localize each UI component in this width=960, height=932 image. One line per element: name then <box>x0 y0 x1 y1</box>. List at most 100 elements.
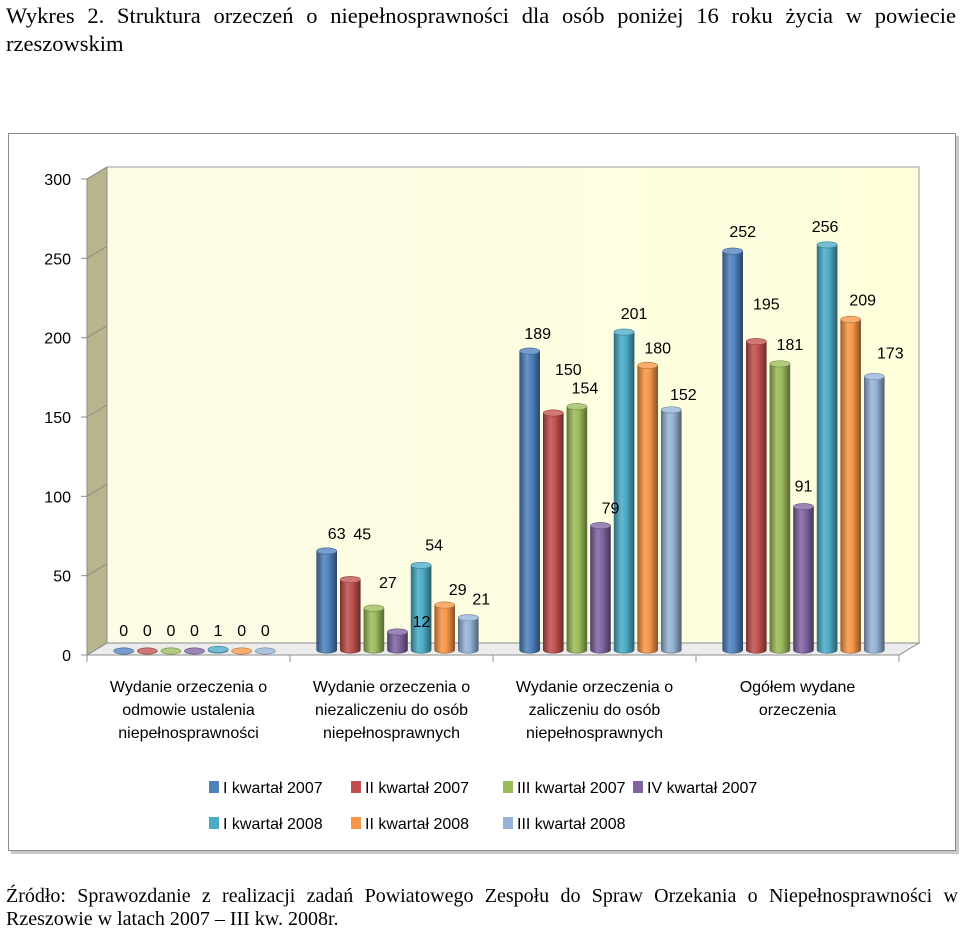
legend-swatch <box>503 817 513 829</box>
bar <box>519 347 541 654</box>
data-label: 12 <box>413 614 431 631</box>
bar <box>722 247 744 654</box>
bar <box>769 360 791 654</box>
bar-body <box>769 363 791 654</box>
bar <box>793 503 814 654</box>
x-category-label-line: niepełnosprawności <box>118 725 259 742</box>
bar <box>316 547 338 654</box>
bar-body <box>816 244 838 654</box>
legend-item: III kwartał 2008 <box>503 816 626 833</box>
bar <box>457 614 479 654</box>
bar-body <box>613 331 635 654</box>
bar <box>840 315 862 654</box>
bar-body <box>661 409 682 654</box>
bar-body <box>543 412 564 654</box>
x-category-label-line: odmowie ustalenia <box>122 702 255 719</box>
bar-top <box>519 347 541 355</box>
x-category-label-line: zaliczeniu do osób <box>529 702 661 719</box>
bar-top <box>316 547 338 555</box>
bar <box>113 647 134 655</box>
legend-item: III kwartał 2007 <box>503 780 626 797</box>
bar-body <box>840 319 861 654</box>
bar <box>637 361 659 654</box>
bar <box>590 522 611 654</box>
bar <box>339 576 361 654</box>
legend-item: I kwartał 2008 <box>209 816 323 833</box>
y-tick-depth <box>86 404 108 418</box>
data-label: 0 <box>119 623 128 640</box>
x-category-label-line: Ogółem wydane <box>740 679 856 696</box>
bar <box>363 604 385 654</box>
y-tick-depth <box>86 166 108 180</box>
data-label: 152 <box>670 387 697 404</box>
bar-body <box>519 350 540 654</box>
data-label: 181 <box>777 337 804 354</box>
legend-swatch <box>351 817 361 829</box>
source-note: Źródło: Sprawozdanie z realizacji zadań … <box>6 885 958 930</box>
bar-body <box>793 506 814 654</box>
y-tick-depth <box>86 563 108 577</box>
bar <box>160 647 182 655</box>
bar-top <box>793 503 814 511</box>
x-category-label: Wydanie orzeczenia o odmowie ustalenia nie… <box>110 679 267 742</box>
bar <box>816 241 838 654</box>
bar-body <box>363 607 385 654</box>
legend-label: III kwartał 2007 <box>517 780 626 797</box>
y-tick-label: 50 <box>53 569 71 586</box>
bar-body <box>722 250 743 654</box>
y-tick-depth <box>86 325 108 339</box>
legend-swatch <box>209 781 219 793</box>
legend-label: II kwartał 2007 <box>365 780 469 797</box>
legend-label: IV kwartał 2007 <box>647 780 757 797</box>
x-category-label: Ogółem wydane orzeczenia <box>740 679 856 719</box>
bar-top <box>363 604 385 612</box>
legend-swatch <box>503 781 513 793</box>
bar <box>566 403 588 654</box>
legend-item: IV kwartał 2007 <box>633 780 757 797</box>
y-tick-label: 250 <box>44 251 71 268</box>
legend-item: II kwartał 2008 <box>351 816 469 833</box>
bar-top <box>840 315 862 323</box>
y-tick-depth <box>86 642 108 656</box>
x-category-label-line: orzeczenia <box>759 702 836 719</box>
legend-label: III kwartał 2008 <box>517 816 626 833</box>
data-label: 0 <box>237 623 246 640</box>
bar-top <box>637 361 659 369</box>
data-label: 79 <box>602 501 620 518</box>
bar-top <box>745 338 767 346</box>
bar <box>410 561 432 654</box>
data-label: 195 <box>753 297 780 314</box>
x-category-label-line: Wydanie orzeczenia o <box>110 679 267 696</box>
bar-top <box>566 403 588 411</box>
chart-area: 0 50 100 150 200 250 300 Wydanie orzeczenia o od… <box>8 133 956 851</box>
data-label: 63 <box>328 526 346 543</box>
x-category-label-line: Wydanie orzeczenia o <box>516 679 673 696</box>
bar-top <box>816 241 838 249</box>
data-label: 0 <box>261 623 270 640</box>
bar-body <box>316 550 337 654</box>
bar <box>434 601 456 654</box>
y-tick-depth <box>86 245 108 259</box>
data-label: 256 <box>812 219 839 236</box>
bar-top <box>339 576 361 584</box>
data-label: 91 <box>795 479 813 496</box>
bar-body <box>864 376 885 654</box>
bar-top <box>184 647 205 655</box>
bar-body <box>566 406 588 654</box>
data-label: 0 <box>166 623 175 640</box>
legend-item: I kwartał 2007 <box>209 780 323 797</box>
legend-swatch <box>351 781 361 793</box>
data-label: 45 <box>353 527 371 544</box>
bar-top <box>722 247 744 255</box>
bar <box>207 645 229 654</box>
legend-item: II kwartał 2007 <box>351 780 469 797</box>
bar-top <box>207 645 229 653</box>
data-label: 0 <box>143 623 152 640</box>
bar <box>613 328 635 654</box>
data-label: 201 <box>621 306 648 323</box>
y-tick-depth <box>86 483 108 497</box>
bar-top <box>590 522 611 530</box>
bar-top <box>542 409 564 417</box>
bar-top <box>160 647 182 655</box>
